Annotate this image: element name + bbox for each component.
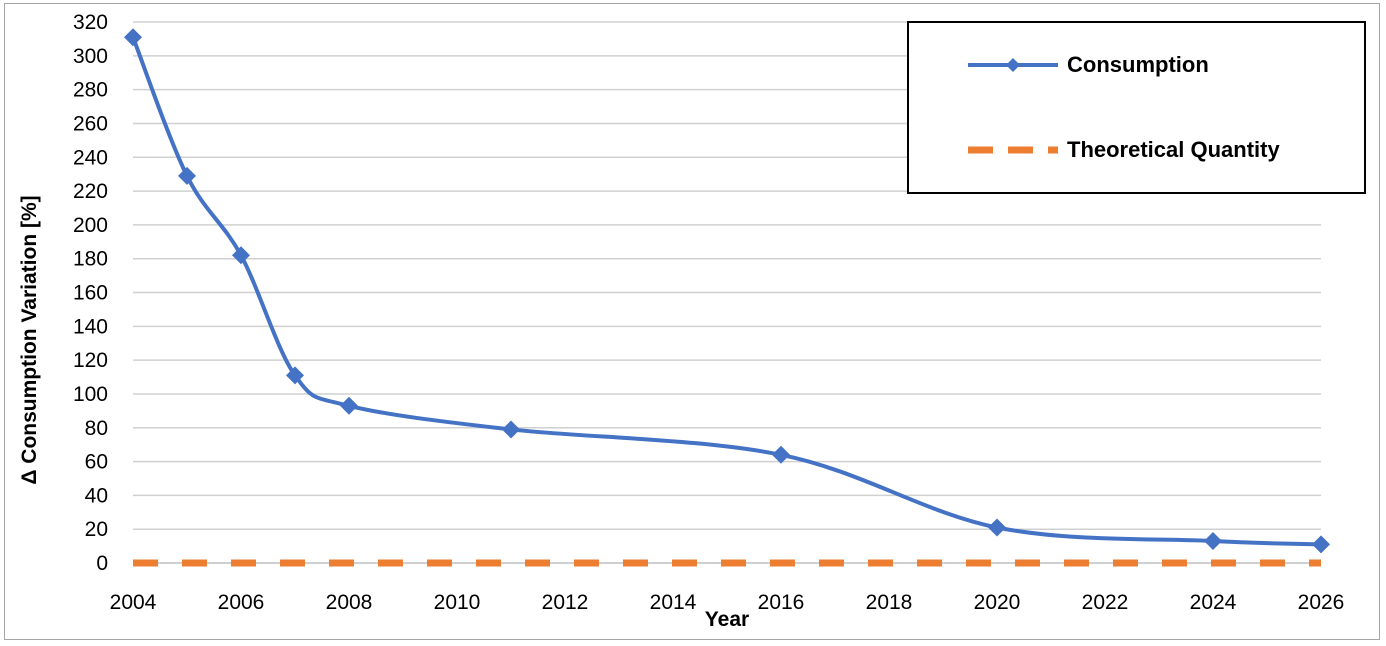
x-tick-label: 2010	[434, 591, 481, 614]
x-tick-label: 2022	[1082, 591, 1129, 614]
y-tick-label: 120	[73, 349, 108, 372]
data-point-consumption	[1204, 532, 1222, 551]
x-tick-label: 2020	[974, 591, 1021, 614]
data-point-consumption	[286, 366, 304, 385]
x-tick-label: 2024	[1190, 591, 1237, 614]
x-tick-label: 2026	[1298, 591, 1345, 614]
y-tick-label: 300	[73, 45, 108, 68]
data-point-consumption	[502, 420, 520, 439]
y-tick-label: 60	[85, 451, 108, 474]
legend-label-theoretical: Theoretical Quantity	[1067, 137, 1280, 162]
data-point-consumption	[772, 445, 790, 464]
y-tick-label: 240	[73, 146, 108, 169]
y-tick-label: 260	[73, 112, 108, 135]
data-point-consumption	[1312, 535, 1330, 554]
x-tick-label: 2008	[326, 591, 373, 614]
data-point-consumption	[178, 166, 196, 185]
y-tick-label: 80	[85, 417, 108, 440]
legend-consumption-marker	[1006, 58, 1020, 72]
x-axis-title: Year	[705, 608, 749, 631]
data-point-consumption	[232, 246, 250, 265]
y-tick-label: 180	[73, 248, 108, 271]
x-tick-label: 2012	[542, 591, 589, 614]
y-axis-ticks: 0 20 40 60 80 100 120 140 160 180 200 220 240 260 280 3…	[73, 11, 108, 575]
x-tick-label: 2006	[218, 591, 265, 614]
legend: Consumption Theoretical Quantity	[907, 21, 1366, 194]
y-tick-label: 0	[96, 552, 108, 575]
data-point-consumption	[340, 396, 358, 415]
data-point-consumption	[124, 28, 142, 47]
series-layer	[124, 28, 1330, 567]
x-tick-label: 2018	[866, 591, 913, 614]
y-tick-label: 220	[73, 180, 108, 203]
x-tick-label: 2004	[110, 591, 157, 614]
y-tick-label: 20	[85, 518, 108, 541]
x-tick-label: 2014	[650, 591, 697, 614]
x-axis-ticks: 2004 2006 2008 2010 2012 2014 2016 2018 2020 2022…	[110, 591, 1345, 614]
x-tick-label: 2016	[758, 591, 805, 614]
y-tick-label: 160	[73, 282, 108, 305]
y-tick-label: 100	[73, 383, 108, 406]
y-axis-title: Δ Consumption Variation [%]	[18, 195, 41, 484]
y-tick-label: 140	[73, 315, 108, 338]
y-tick-label: 200	[73, 214, 108, 237]
y-tick-label: 280	[73, 79, 108, 102]
y-tick-label: 40	[85, 484, 108, 507]
legend-box	[907, 21, 1366, 194]
data-point-consumption	[988, 518, 1006, 537]
y-tick-label: 320	[73, 11, 108, 34]
legend-label-consumption: Consumption	[1067, 52, 1209, 77]
